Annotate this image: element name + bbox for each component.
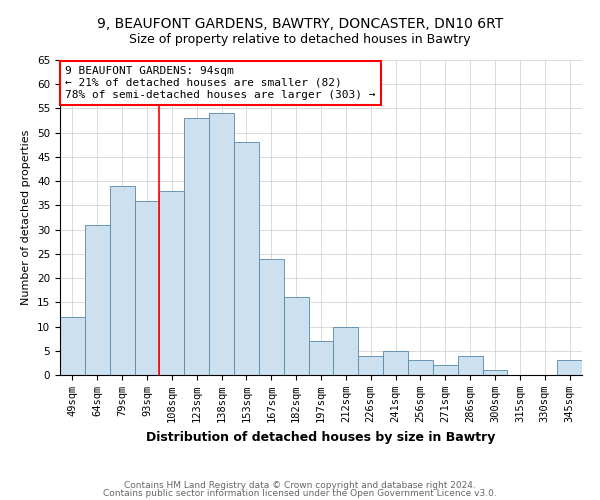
Text: 9, BEAUFONT GARDENS, BAWTRY, DONCASTER, DN10 6RT: 9, BEAUFONT GARDENS, BAWTRY, DONCASTER, …	[97, 18, 503, 32]
Bar	[458, 356, 482, 375]
Bar	[557, 360, 582, 375]
Bar	[482, 370, 508, 375]
Bar	[160, 191, 184, 375]
Bar	[234, 142, 259, 375]
Bar	[308, 341, 334, 375]
Bar	[383, 351, 408, 375]
Y-axis label: Number of detached properties: Number of detached properties	[22, 130, 31, 305]
Bar	[334, 326, 358, 375]
Bar	[60, 317, 85, 375]
Bar	[433, 366, 458, 375]
Bar	[110, 186, 134, 375]
Bar	[134, 200, 160, 375]
Bar	[184, 118, 209, 375]
Bar	[358, 356, 383, 375]
Bar	[284, 298, 308, 375]
Text: Size of property relative to detached houses in Bawtry: Size of property relative to detached ho…	[129, 32, 471, 46]
Bar	[209, 114, 234, 375]
Text: Contains public sector information licensed under the Open Government Licence v3: Contains public sector information licen…	[103, 489, 497, 498]
Bar	[408, 360, 433, 375]
X-axis label: Distribution of detached houses by size in Bawtry: Distribution of detached houses by size …	[146, 430, 496, 444]
Bar	[85, 225, 110, 375]
Text: Contains HM Land Registry data © Crown copyright and database right 2024.: Contains HM Land Registry data © Crown c…	[124, 481, 476, 490]
Text: 9 BEAUFONT GARDENS: 94sqm
← 21% of detached houses are smaller (82)
78% of semi-: 9 BEAUFONT GARDENS: 94sqm ← 21% of detac…	[65, 66, 376, 100]
Bar	[259, 258, 284, 375]
